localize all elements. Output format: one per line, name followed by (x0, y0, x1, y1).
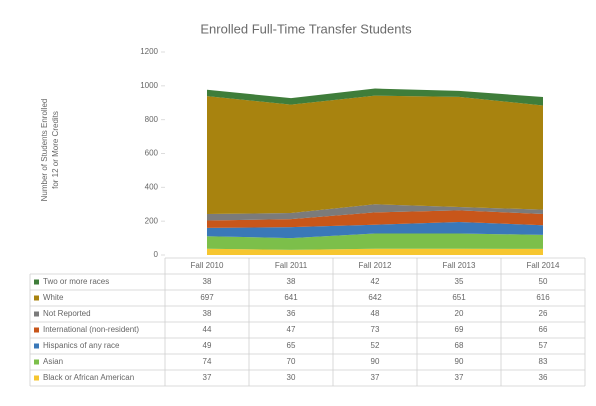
legend-swatch (34, 295, 39, 301)
table-cell: 90 (371, 357, 380, 366)
table-cell: 42 (371, 277, 380, 286)
legend-swatch (34, 279, 39, 285)
x-tick-label: Fall 2014 (527, 261, 560, 270)
legend-label: Asian (43, 357, 63, 366)
x-tick-label: Fall 2012 (359, 261, 392, 270)
table-cell: 90 (455, 357, 464, 366)
table-cell: 616 (536, 293, 550, 302)
table-cell: 38 (203, 309, 212, 318)
y-tick-label: 1200 (140, 47, 158, 56)
table-cell: 48 (371, 309, 380, 318)
legend-swatch (34, 311, 39, 317)
table-cell: 38 (203, 277, 212, 286)
y-tick-label: 600 (145, 149, 159, 158)
legend-swatch (34, 343, 39, 349)
y-tick-label: 800 (145, 115, 159, 124)
chart-title: Enrolled Full-Time Transfer Students (200, 21, 412, 36)
y-tick-label: 200 (145, 216, 159, 225)
table-cell: 697 (200, 293, 214, 302)
table-cell: 37 (203, 373, 212, 382)
x-tick-label: Fall 2010 (191, 261, 224, 270)
legend-label: Black or African American (43, 373, 134, 382)
area (207, 222, 543, 239)
legend-label: International (non-resident) (43, 325, 139, 334)
y-tick-label: 400 (145, 182, 159, 191)
legend-swatch (34, 327, 39, 333)
table-cell: 37 (455, 373, 464, 382)
table-cell: 52 (371, 341, 380, 350)
area (207, 204, 543, 221)
table-cell: 651 (452, 293, 466, 302)
legend-label: White (43, 293, 64, 302)
table-cell: 641 (284, 293, 298, 302)
table-cell: 74 (203, 357, 212, 366)
y-axis-label: Number of Students Enrolled (40, 99, 49, 202)
area (207, 233, 543, 250)
table-cell: 50 (539, 277, 548, 286)
table-cell: 47 (287, 325, 296, 334)
area (207, 248, 543, 255)
table-cell: 37 (371, 373, 380, 382)
table-cell: 30 (287, 373, 296, 382)
table-cell: 49 (203, 341, 212, 350)
legend-label: Not Reported (43, 309, 91, 318)
table-cell: 36 (539, 373, 548, 382)
table-cell: 26 (539, 309, 548, 318)
legend-label: Hispanics of any race (43, 341, 120, 350)
table-cell: 35 (455, 277, 464, 286)
table-cell: 68 (455, 341, 464, 350)
legend-swatch (34, 375, 39, 381)
x-tick-label: Fall 2011 (275, 261, 308, 270)
table-cell: 36 (287, 309, 296, 318)
legend-label: Two or more races (43, 277, 109, 286)
table-cell: 66 (539, 325, 548, 334)
table-cell: 83 (539, 357, 548, 366)
table-cell: 642 (368, 293, 382, 302)
x-tick-label: Fall 2013 (443, 261, 476, 270)
table-cell: 73 (371, 325, 380, 334)
legend-swatch (34, 359, 39, 365)
y-axis-label: for 12 or More Credits (51, 111, 60, 189)
y-tick-label: 0 (154, 250, 159, 259)
area (207, 88, 543, 106)
table-cell: 65 (287, 341, 296, 350)
y-tick-label: 1000 (140, 81, 158, 90)
area (207, 210, 543, 228)
table-cell: 70 (287, 357, 296, 366)
area (207, 95, 543, 215)
table-cell: 38 (287, 277, 296, 286)
table-cell: 20 (455, 309, 464, 318)
table-cell: 44 (203, 325, 212, 334)
table-cell: 69 (455, 325, 464, 334)
table-cell: 57 (539, 341, 548, 350)
